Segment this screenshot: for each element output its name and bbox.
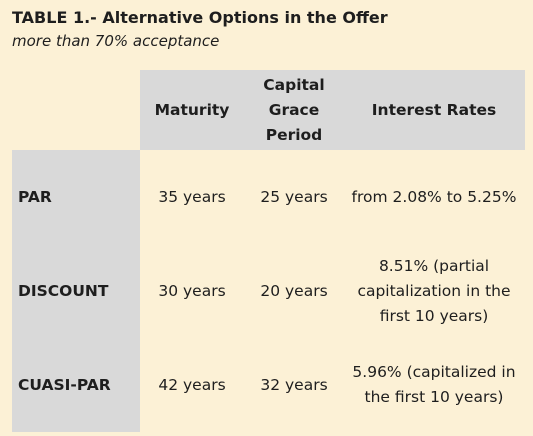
subtitle: more than 70% acceptance <box>12 32 220 50</box>
row-label: CUASI-PAR <box>18 375 111 394</box>
column-header: Capital Grace Period <box>263 75 325 144</box>
table-cell: from 2.08% to 5.25% <box>351 187 517 206</box>
table-cell: 25 years <box>260 187 328 206</box>
row-label: DISCOUNT <box>18 281 109 300</box>
table-cell: 42 years <box>158 375 226 394</box>
table-cell: 32 years <box>260 375 328 394</box>
column-header: Maturity <box>154 100 230 119</box>
table-cell: 8.51% (partial capitalization in the fir… <box>357 256 511 325</box>
column-header: Interest Rates <box>371 100 497 119</box>
row-label: PAR <box>18 187 52 206</box>
label-band <box>12 150 140 432</box>
table-cell: 35 years <box>158 187 226 206</box>
table-cell: 30 years <box>158 281 226 300</box>
title: TABLE 1.- Alternative Options in the Off… <box>12 8 388 27</box>
table-cell: 5.96% (capitalized in the first 10 years… <box>352 363 516 406</box>
table-cell: 20 years <box>260 281 328 300</box>
header-band <box>140 70 525 150</box>
